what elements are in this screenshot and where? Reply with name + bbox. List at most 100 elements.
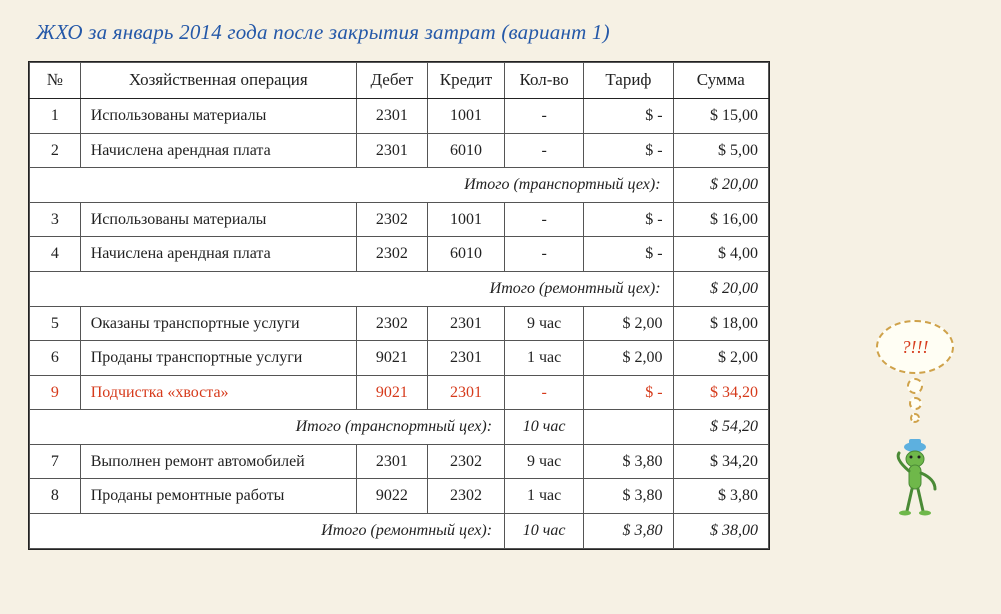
cell-num: 9 xyxy=(30,375,81,410)
cell-op: Начислена арендная плата xyxy=(80,133,356,168)
cell-num: 5 xyxy=(30,306,81,341)
cell-sum: $ 5,00 xyxy=(673,133,768,168)
cell-qty: 9 час xyxy=(505,444,584,479)
cell-op: Начислена арендная плата xyxy=(80,237,356,272)
cell-num: 1 xyxy=(30,98,81,133)
col-credit: Кредит xyxy=(427,63,504,99)
cell-sum: $ 4,00 xyxy=(673,237,768,272)
table-row: 8Проданы ремонтные работы902223021 час$ … xyxy=(30,479,769,514)
cell-rate: $ 2,00 xyxy=(584,306,673,341)
cell-rate: $ - xyxy=(584,375,673,410)
cell-sum: $ 15,00 xyxy=(673,98,768,133)
cell-credit: 2301 xyxy=(427,306,504,341)
cell-sum: $ 34,20 xyxy=(673,375,768,410)
cell-credit: 6010 xyxy=(427,237,504,272)
subtotal-label: Итого (ремонтный цех): xyxy=(30,271,674,306)
table-subtotal-row: Итого (транспортный цех):10 час $ 54,20 xyxy=(30,410,769,445)
table-subtotal-row: Итого (транспортный цех):$ 20,00 xyxy=(30,168,769,203)
cell-rate: $ - xyxy=(584,133,673,168)
col-rate: Тариф xyxy=(584,63,673,99)
cell-credit: 2302 xyxy=(427,479,504,514)
cell-rate: $ 3,80 xyxy=(584,479,673,514)
col-sum: Сумма xyxy=(673,63,768,99)
cell-op: Оказаны транспортные услуги xyxy=(80,306,356,341)
cell-sum: $ 16,00 xyxy=(673,202,768,237)
cell-op: Подчистка «хвоста» xyxy=(80,375,356,410)
cell-qty: 1 час xyxy=(505,341,584,376)
cell-op: Использованы материалы xyxy=(80,202,356,237)
cell-qty: 9 час xyxy=(505,306,584,341)
cell-debit: 2302 xyxy=(356,306,427,341)
col-num: № xyxy=(30,63,81,99)
cell-debit: 2301 xyxy=(356,444,427,479)
subtotal-rate xyxy=(584,410,673,445)
cell-rate: $ 2,00 xyxy=(584,341,673,376)
cell-num: 4 xyxy=(30,237,81,272)
cell-qty: - xyxy=(505,202,584,237)
cell-qty: - xyxy=(505,133,584,168)
cell-qty: - xyxy=(505,375,584,410)
cell-sum: $ 2,00 xyxy=(673,341,768,376)
col-op: Хозяйственная операция xyxy=(80,63,356,99)
cell-credit: 1001 xyxy=(427,202,504,237)
table-row: 7Выполнен ремонт автомобилей230123029 ча… xyxy=(30,444,769,479)
subtotal-sum: $ 54,20 xyxy=(673,410,768,445)
cell-op: Проданы ремонтные работы xyxy=(80,479,356,514)
cell-credit: 6010 xyxy=(427,133,504,168)
subtotal-label: Итого (транспортный цех): xyxy=(30,168,674,203)
mascot: ?!!! xyxy=(855,320,975,524)
cell-op: Проданы транспортные услуги xyxy=(80,341,356,376)
subtotal-qty: 10 час xyxy=(505,514,584,549)
journal-table: № Хозяйственная операция Дебет Кредит Ко… xyxy=(29,62,769,549)
cell-debit: 2302 xyxy=(356,237,427,272)
cell-debit: 9021 xyxy=(356,375,427,410)
subtotal-sum: $ 20,00 xyxy=(673,271,768,306)
cell-credit: 2302 xyxy=(427,444,504,479)
table-row: 3Использованы материалы23021001-$ -$ 16,… xyxy=(30,202,769,237)
subtotal-label: Итого (транспортный цех): xyxy=(30,410,505,445)
cell-debit: 2301 xyxy=(356,98,427,133)
cell-debit: 2301 xyxy=(356,133,427,168)
table-subtotal-row: Итого (ремонтный цех):$ 20,00 xyxy=(30,271,769,306)
subtotal-rate: $ 3,80 xyxy=(584,514,673,549)
cell-num: 6 xyxy=(30,341,81,376)
cell-num: 8 xyxy=(30,479,81,514)
thought-bubble: ?!!! xyxy=(876,320,954,374)
cell-qty: - xyxy=(505,237,584,272)
table-subtotal-row: Итого (ремонтный цех):10 час$ 3,80$ 38,0… xyxy=(30,514,769,549)
cell-rate: $ 3,80 xyxy=(584,444,673,479)
col-qty: Кол-во xyxy=(505,63,584,99)
table-row: 4Начислена арендная плата23026010-$ -$ 4… xyxy=(30,237,769,272)
cell-op: Использованы материалы xyxy=(80,98,356,133)
subtotal-qty: 10 час xyxy=(505,410,584,445)
cell-num: 2 xyxy=(30,133,81,168)
cell-num: 3 xyxy=(30,202,81,237)
cell-rate: $ - xyxy=(584,237,673,272)
table-row: 1Использованы материалы23011001-$ -$ 15,… xyxy=(30,98,769,133)
journal-table-wrap: № Хозяйственная операция Дебет Кредит Ко… xyxy=(28,61,770,550)
cell-credit: 2301 xyxy=(427,375,504,410)
cell-debit: 9021 xyxy=(356,341,427,376)
cell-debit: 9022 xyxy=(356,479,427,514)
bubble-text: ?!!! xyxy=(902,337,929,358)
table-row: 6Проданы транспортные услуги902123011 ча… xyxy=(30,341,769,376)
subtotal-label: Итого (ремонтный цех): xyxy=(30,514,505,549)
cell-op: Выполнен ремонт автомобилей xyxy=(80,444,356,479)
table-row: 5Оказаны транспортные услуги230223019 ча… xyxy=(30,306,769,341)
cell-credit: 2301 xyxy=(427,341,504,376)
table-row: 9Подчистка «хвоста»90212301-$ -$ 34,20 xyxy=(30,375,769,410)
subtotal-sum: $ 20,00 xyxy=(673,168,768,203)
cell-rate: $ - xyxy=(584,202,673,237)
thought-dots xyxy=(855,378,975,423)
table-header-row: № Хозяйственная операция Дебет Кредит Ко… xyxy=(30,63,769,99)
cell-qty: 1 час xyxy=(505,479,584,514)
cell-credit: 1001 xyxy=(427,98,504,133)
table-row: 2Начислена арендная плата23016010-$ -$ 5… xyxy=(30,133,769,168)
cell-sum: $ 18,00 xyxy=(673,306,768,341)
col-debit: Дебет xyxy=(356,63,427,99)
cell-sum: $ 34,20 xyxy=(673,444,768,479)
cell-qty: - xyxy=(505,98,584,133)
cell-debit: 2302 xyxy=(356,202,427,237)
cell-num: 7 xyxy=(30,444,81,479)
frog-icon xyxy=(855,429,975,524)
